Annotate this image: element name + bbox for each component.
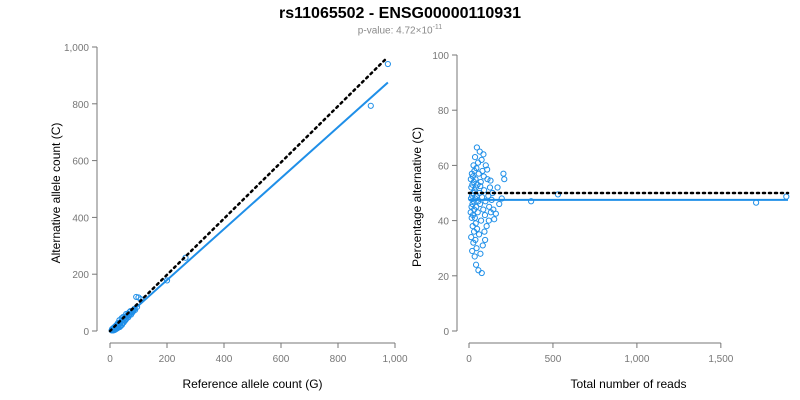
right-data-point	[783, 193, 790, 200]
right-data-point	[467, 209, 474, 216]
left-x-tick-label: 0	[107, 354, 113, 365]
right-data-point	[469, 200, 476, 208]
right-data-point	[474, 159, 482, 166]
left-y-tick-label: 800	[72, 100, 89, 111]
left-fit-line	[109, 81, 389, 332]
right-data-point	[478, 269, 485, 277]
right-data-point	[480, 151, 487, 158]
right-data-point	[482, 198, 489, 205]
right-data-point	[528, 198, 535, 205]
right-data-point	[486, 203, 493, 210]
right-y-tick-label: 100	[432, 51, 449, 62]
left-x-tick-label: 400	[216, 354, 233, 365]
p-value-base: 10	[421, 25, 433, 37]
right-data-point	[554, 191, 562, 198]
right-data-point	[482, 162, 489, 169]
right-y-tick-label: 80	[438, 106, 450, 117]
right-y-tick-label: 0	[443, 327, 449, 338]
right-data-point	[470, 162, 477, 169]
right-y-tick-label: 60	[438, 161, 450, 172]
right-data-point	[487, 177, 494, 184]
right-data-point	[480, 206, 487, 213]
right-x-tick-label: 0	[466, 354, 472, 365]
left-y-tick-label: 1,000	[64, 43, 89, 54]
right-data-point	[496, 200, 503, 208]
right-data-point	[486, 184, 494, 191]
right-data-point	[501, 176, 508, 183]
left-data-point	[133, 293, 140, 301]
right-data-point	[468, 184, 475, 191]
right-data-point	[482, 236, 489, 244]
left-data-point	[384, 60, 391, 68]
left-x-tick-label: 1,000	[382, 354, 407, 365]
right-data-point	[500, 170, 507, 177]
right-x-tick-label: 1,500	[708, 354, 733, 365]
right-x-tick-label: 1,000	[624, 354, 649, 365]
right-data-point	[472, 261, 480, 268]
left-reference-line	[108, 57, 388, 333]
right-data-point	[475, 267, 482, 274]
right-data-point	[484, 166, 491, 173]
right-data-point	[480, 173, 487, 180]
right-data-point	[469, 181, 476, 188]
right-data-point	[477, 183, 484, 190]
right-data-point	[475, 231, 483, 238]
left-y-tick-label: 0	[83, 327, 89, 338]
right-data-point	[481, 211, 489, 219]
left-y-tick-label: 600	[72, 157, 89, 168]
right-y-axis-title: Percentage alternative (C)	[410, 127, 424, 267]
right-data-point	[467, 195, 475, 202]
right-data-point	[479, 242, 486, 249]
right-y-tick-label: 40	[438, 217, 450, 228]
right-data-point	[481, 228, 488, 235]
left-data-point	[367, 102, 374, 109]
right-data-point	[494, 184, 501, 191]
right-data-point	[491, 216, 498, 223]
left-x-tick-label: 800	[330, 354, 347, 365]
right-data-point	[487, 209, 494, 216]
right-data-point	[477, 250, 484, 257]
left-data-point	[163, 277, 171, 284]
right-data-point	[498, 195, 505, 202]
left-x-tick-label: 600	[273, 354, 290, 365]
right-data-point	[471, 253, 478, 260]
right-data-point	[469, 223, 476, 230]
right-data-point	[469, 247, 476, 255]
right-data-point	[475, 170, 482, 177]
right-data-point	[477, 217, 485, 224]
left-y-tick-label: 200	[72, 270, 89, 281]
times-symbol: ×	[415, 25, 422, 37]
left-y-axis-title: Alternative allele count (C)	[49, 123, 63, 264]
left-x-axis-title: Reference allele count (G)	[182, 377, 322, 391]
p-value-text: p-value: 4.72	[357, 25, 416, 37]
left-x-tick-label: 200	[159, 354, 176, 365]
right-x-axis-title: Total number of reads	[570, 377, 686, 391]
right-data-point	[485, 217, 492, 224]
right-data-point	[478, 156, 485, 163]
right-data-point	[473, 245, 480, 252]
right-data-point	[470, 228, 478, 235]
right-y-tick-label: 20	[438, 272, 450, 283]
right-data-point	[468, 234, 475, 241]
right-x-tick-label: 500	[545, 354, 562, 365]
right-data-point	[467, 176, 474, 183]
chart-title: rs11065502 - ENSG00000110931	[279, 5, 521, 22]
right-data-point	[470, 239, 477, 246]
left-y-tick-label: 400	[72, 213, 89, 224]
right-data-point	[471, 154, 479, 161]
right-data-point	[473, 144, 480, 151]
chart-subtitle: p-value: 4.72×10-11	[0, 24, 800, 36]
p-value-exponent: -11	[432, 24, 443, 31]
right-data-point	[483, 223, 490, 230]
